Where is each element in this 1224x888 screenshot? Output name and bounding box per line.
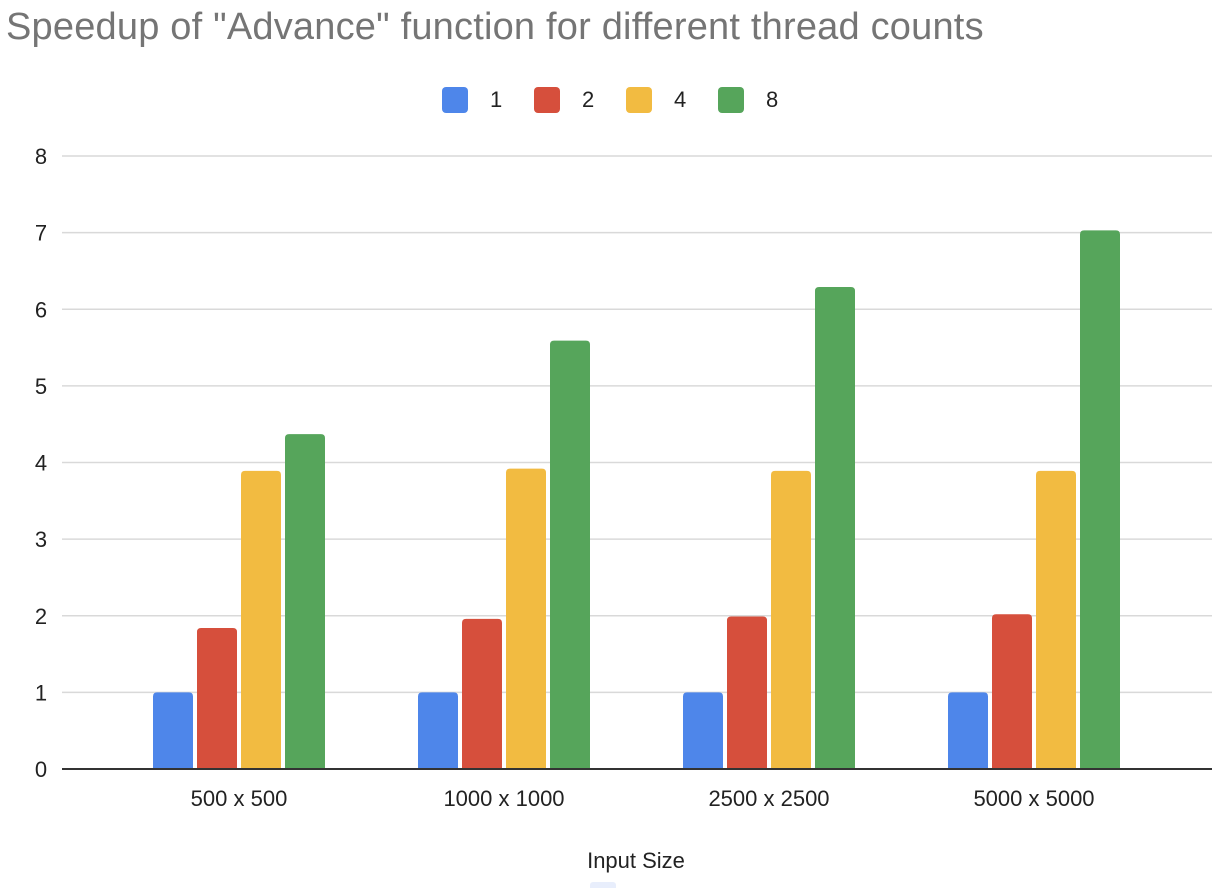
legend-item-1[interactable]: 1 <box>442 84 502 116</box>
y-tick-label: 1 <box>35 680 47 705</box>
legend-item-4[interactable]: 4 <box>626 84 686 116</box>
legend-label-1: 1 <box>490 87 503 112</box>
y-tick-label: 2 <box>35 604 47 629</box>
bar-1-threads-2[interactable] <box>418 692 458 769</box>
bar-1-threads-1[interactable] <box>153 692 193 769</box>
y-tick-label: 0 <box>35 757 47 782</box>
scroll-hint <box>590 882 616 888</box>
bar-1-threads-4[interactable] <box>948 692 988 769</box>
legend-swatch-8 <box>718 87 744 113</box>
bar-1-threads-3[interactable] <box>683 692 723 769</box>
legend-label-4: 4 <box>674 87 687 112</box>
bar-2-threads-3[interactable] <box>727 616 767 769</box>
legend-label-2: 2 <box>582 87 595 112</box>
bar-8-threads-1[interactable] <box>285 434 325 769</box>
bar-4-threads-1[interactable] <box>241 470 281 769</box>
y-tick-label: 7 <box>35 221 47 246</box>
legend-swatch-2 <box>534 87 560 113</box>
legend-label-8: 8 <box>766 87 779 112</box>
bar-4-threads-3[interactable] <box>771 470 811 769</box>
legend-swatch-1 <box>442 87 468 113</box>
y-tick-label: 4 <box>35 451 47 476</box>
legend-item-2[interactable]: 2 <box>534 84 594 116</box>
bar-4-threads-4[interactable] <box>1036 470 1076 769</box>
legend: 1 2 4 8 <box>0 84 1224 116</box>
legend-swatch-4 <box>626 87 652 113</box>
legend-item-8[interactable]: 8 <box>718 84 778 116</box>
bar-8-threads-3[interactable] <box>815 287 855 769</box>
bar-4-threads-2[interactable] <box>506 468 546 769</box>
x-tick-label: 500 x 500 <box>191 786 288 811</box>
x-tick-label: 2500 x 2500 <box>708 786 829 811</box>
x-axis-title: Input Size <box>587 848 685 873</box>
x-tick-label: 5000 x 5000 <box>973 786 1094 811</box>
bar-2-threads-1[interactable] <box>197 628 237 769</box>
chart-title: Speedup of "Advance" function for differ… <box>6 6 984 48</box>
bar-8-threads-2[interactable] <box>550 340 590 769</box>
bar-2-threads-2[interactable] <box>462 618 502 769</box>
bar-2-threads-4[interactable] <box>992 614 1032 769</box>
y-tick-label: 5 <box>35 374 47 399</box>
bar-8-threads-4[interactable] <box>1080 230 1120 770</box>
x-tick-label: 1000 x 1000 <box>443 786 564 811</box>
y-tick-label: 3 <box>35 527 47 552</box>
y-tick-label: 6 <box>35 297 47 322</box>
y-tick-label: 8 <box>35 144 47 169</box>
